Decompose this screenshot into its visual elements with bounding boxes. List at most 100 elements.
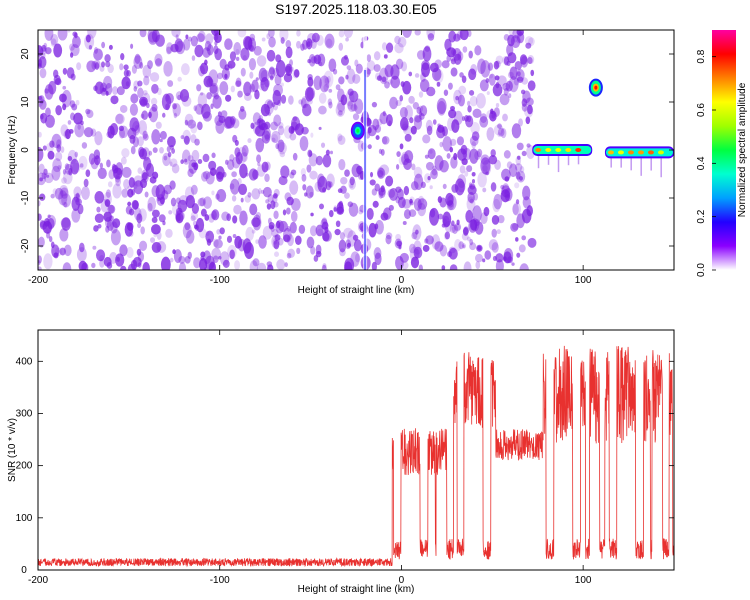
noise-blob bbox=[343, 227, 353, 239]
noise-blob bbox=[515, 155, 522, 166]
tone-band-tail bbox=[547, 156, 550, 165]
noise-blob bbox=[44, 88, 49, 94]
noise-blob bbox=[83, 178, 89, 188]
noise-blob bbox=[508, 30, 515, 37]
noise-blob bbox=[382, 110, 386, 117]
noise-blob bbox=[525, 116, 531, 125]
noise-blob bbox=[414, 114, 422, 123]
noise-blob bbox=[477, 171, 487, 188]
noise-blob bbox=[449, 264, 458, 270]
noise-blob bbox=[193, 257, 201, 269]
noise-blob bbox=[252, 112, 262, 125]
noise-blob bbox=[339, 232, 346, 240]
snr-y-tick-label: 400 bbox=[16, 356, 33, 367]
noise-blob bbox=[175, 34, 179, 40]
noise-blob bbox=[109, 252, 118, 264]
noise-blob bbox=[437, 124, 445, 133]
noise-blob bbox=[137, 222, 142, 229]
noise-blob bbox=[204, 267, 208, 270]
noise-blob bbox=[322, 154, 332, 168]
noise-blob bbox=[386, 42, 394, 53]
noise-blob bbox=[207, 44, 214, 56]
noise-blob bbox=[464, 170, 469, 177]
noise-blob bbox=[518, 244, 526, 253]
noise-blob bbox=[94, 131, 103, 146]
noise-blob bbox=[267, 112, 271, 117]
noise-blob bbox=[317, 176, 328, 193]
noise-blob bbox=[439, 141, 444, 148]
noise-blob bbox=[456, 136, 465, 146]
noise-blob bbox=[410, 181, 419, 191]
noise-blob bbox=[190, 123, 198, 134]
noise-blob bbox=[384, 64, 394, 78]
noise-blob bbox=[273, 201, 279, 208]
noise-blob bbox=[107, 181, 113, 188]
noise-blob bbox=[467, 236, 471, 242]
noise-blob bbox=[256, 55, 267, 67]
noise-blob bbox=[50, 241, 55, 249]
noise-blob bbox=[443, 89, 449, 96]
noise-blob bbox=[187, 119, 197, 129]
noise-blob bbox=[217, 72, 223, 80]
noise-blob bbox=[53, 252, 59, 259]
noise-blob bbox=[510, 222, 519, 232]
noise-blob bbox=[266, 203, 272, 210]
noise-blob bbox=[162, 112, 166, 118]
noise-blob bbox=[256, 262, 267, 270]
noise-blob bbox=[273, 114, 282, 127]
noise-blob bbox=[495, 259, 504, 270]
noise-blob bbox=[380, 148, 385, 156]
noise-blob bbox=[446, 194, 457, 211]
noise-blob bbox=[408, 95, 415, 104]
noise-blob bbox=[519, 165, 525, 173]
noise-blob bbox=[272, 193, 278, 199]
noise-blob bbox=[127, 263, 136, 270]
noise-blob bbox=[278, 220, 288, 233]
noise-blob bbox=[482, 258, 486, 263]
snr-x-tick-label: 100 bbox=[575, 575, 592, 586]
noise-blob bbox=[355, 253, 361, 263]
noise-blob bbox=[50, 193, 55, 199]
noise-blob bbox=[491, 214, 500, 225]
noise-blob bbox=[519, 54, 528, 65]
noise-blob bbox=[480, 113, 487, 124]
noise-blob bbox=[296, 30, 301, 37]
noise-blob bbox=[67, 30, 71, 33]
noise-blob bbox=[44, 47, 52, 55]
noise-blob bbox=[300, 97, 307, 109]
noise-blob bbox=[485, 78, 490, 84]
noise-blob bbox=[273, 239, 280, 250]
noise-blob bbox=[350, 251, 360, 267]
noise-blob bbox=[482, 165, 488, 172]
noise-blob bbox=[277, 139, 285, 153]
noise-blob bbox=[368, 222, 377, 238]
noise-blob bbox=[262, 225, 273, 240]
noise-blob bbox=[431, 168, 438, 176]
noise-blob bbox=[197, 158, 203, 164]
noise-blob bbox=[442, 136, 452, 152]
noise-blob bbox=[172, 103, 177, 110]
noise-blob bbox=[52, 158, 62, 173]
noise-blob bbox=[289, 180, 299, 195]
noise-blob bbox=[211, 209, 220, 221]
noise-blob bbox=[425, 235, 434, 245]
noise-blob bbox=[151, 242, 162, 253]
noise-blob bbox=[471, 215, 475, 221]
noise-blob bbox=[424, 154, 429, 159]
noise-blob bbox=[142, 64, 152, 78]
noise-blob bbox=[340, 185, 347, 194]
noise-blob bbox=[446, 153, 451, 159]
noise-blob bbox=[75, 99, 80, 106]
noise-blob bbox=[462, 46, 468, 53]
noise-blob bbox=[155, 58, 162, 67]
noise-blob bbox=[313, 75, 322, 91]
noise-blob bbox=[271, 133, 279, 144]
noise-blob bbox=[326, 75, 331, 83]
noise-blob bbox=[222, 259, 230, 269]
noise-blob bbox=[219, 251, 230, 266]
noise-blob bbox=[403, 209, 411, 220]
noise-blob bbox=[466, 196, 476, 212]
noise-blob bbox=[408, 209, 417, 217]
noise-blob bbox=[514, 163, 523, 172]
noise-blob bbox=[494, 75, 500, 81]
